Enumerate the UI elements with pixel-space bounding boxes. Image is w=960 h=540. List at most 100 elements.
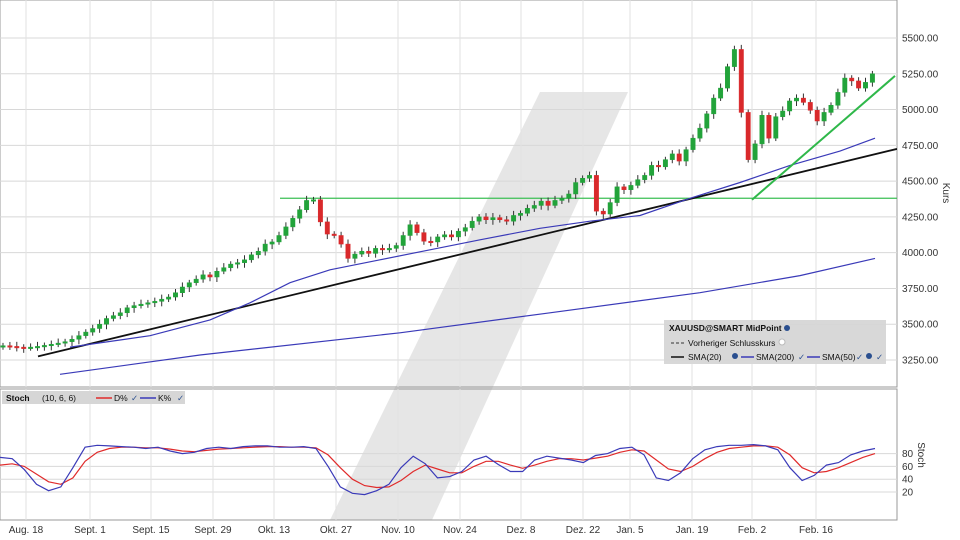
candle bbox=[455, 228, 461, 242]
candle-body-up bbox=[228, 263, 234, 268]
candle-body-up bbox=[662, 159, 668, 168]
candle bbox=[221, 263, 227, 275]
main-y-axis-label: Kurs bbox=[940, 183, 951, 204]
x-tick-label: Sept. 29 bbox=[194, 525, 232, 536]
legend: XAUUSD@SMART MidPoint Vorheriger Schluss… bbox=[664, 320, 886, 364]
candle bbox=[856, 77, 862, 91]
legend-sma20-icon[interactable] bbox=[732, 353, 738, 359]
legend-prev-close-icon[interactable] bbox=[778, 338, 786, 346]
candle bbox=[442, 231, 448, 240]
candle bbox=[635, 175, 641, 189]
candle bbox=[842, 73, 848, 97]
candle-body-up bbox=[524, 208, 530, 214]
candle bbox=[152, 297, 158, 308]
candle bbox=[400, 231, 406, 250]
candle bbox=[76, 331, 82, 345]
candle bbox=[124, 304, 130, 318]
candle-body-up bbox=[442, 234, 448, 238]
candle-body-down bbox=[849, 77, 855, 82]
legend-sma50-globe-icon[interactable] bbox=[866, 353, 872, 359]
main-y-tick-label: 4750.00 bbox=[902, 141, 939, 152]
candle-body-up bbox=[752, 143, 758, 160]
x-tick-label: Dez. 22 bbox=[566, 525, 601, 536]
candle-body-up bbox=[455, 230, 461, 238]
stoch-legend-name: Stoch bbox=[6, 393, 30, 403]
candle-body-up bbox=[580, 177, 586, 183]
candle-body-up bbox=[276, 235, 282, 243]
candle bbox=[69, 335, 75, 346]
x-tick-label: Sept. 15 bbox=[132, 525, 170, 536]
main-y-tick-label: 3250.00 bbox=[902, 356, 939, 367]
x-tick-label: Nov. 24 bbox=[443, 525, 477, 536]
candle-body-down bbox=[380, 248, 385, 251]
stoch-k-line bbox=[0, 443, 876, 496]
candle bbox=[166, 294, 172, 303]
candle-body-down bbox=[21, 346, 27, 349]
legend-prev-close: Vorheriger Schlusskurs bbox=[688, 338, 775, 348]
legend-sma200: SMA(200) bbox=[756, 352, 794, 362]
candle-body-down bbox=[331, 233, 337, 236]
candle-body-up bbox=[731, 49, 737, 67]
candle-body-up bbox=[117, 312, 123, 316]
x-tick-label: Dez. 8 bbox=[507, 525, 536, 536]
legend-sma50-check2-icon[interactable]: ✓ bbox=[876, 352, 883, 362]
candle-body-up bbox=[221, 267, 227, 272]
candle bbox=[731, 45, 737, 71]
candle-body-up bbox=[476, 216, 482, 222]
candle-body-up bbox=[352, 253, 358, 259]
candle bbox=[97, 319, 103, 333]
stoch-legend-background bbox=[2, 391, 185, 404]
uptrend-line bbox=[751, 75, 896, 201]
legend-sma200-check-icon[interactable]: ✓ bbox=[798, 352, 805, 362]
candle-body-up bbox=[863, 82, 868, 89]
candle bbox=[725, 63, 730, 92]
candle-body-up bbox=[359, 250, 365, 255]
candle-body-down bbox=[600, 210, 606, 215]
stoch-y-tick-label: 20 bbox=[902, 488, 914, 499]
candle bbox=[428, 236, 434, 247]
stoch-legend-k-check-icon[interactable]: ✓ bbox=[177, 393, 184, 403]
stoch-legend-d-check-icon[interactable]: ✓ bbox=[131, 393, 138, 403]
candle-body-up bbox=[393, 245, 399, 249]
candle bbox=[186, 279, 192, 293]
candle bbox=[449, 230, 454, 241]
candle-body-down bbox=[766, 115, 772, 139]
candle-body-up bbox=[469, 220, 475, 228]
candle bbox=[545, 197, 551, 211]
candle-body-down bbox=[814, 110, 820, 122]
legend-instrument-globe-icon[interactable] bbox=[784, 325, 790, 331]
candle bbox=[869, 70, 875, 87]
legend-instrument: XAUUSD@SMART MidPoint bbox=[669, 323, 782, 333]
candle bbox=[269, 239, 275, 250]
candle-body-up bbox=[718, 87, 724, 99]
candle-body-down bbox=[856, 80, 862, 89]
candle bbox=[345, 239, 351, 263]
candle bbox=[621, 183, 627, 194]
candle-body-down bbox=[656, 165, 661, 168]
candle-body-up bbox=[110, 315, 116, 319]
candle-body-up bbox=[642, 175, 648, 180]
x-tick-label: Aug. 18 bbox=[9, 525, 44, 536]
candle bbox=[352, 251, 358, 264]
candle-body-down bbox=[14, 346, 20, 349]
candle bbox=[173, 289, 178, 301]
main-y-tick-label: 4000.00 bbox=[902, 248, 939, 259]
candle bbox=[600, 208, 606, 220]
x-tick-label: Okt. 13 bbox=[258, 525, 291, 536]
candle-body-up bbox=[166, 296, 172, 300]
candle-body-up bbox=[186, 282, 192, 288]
candle-body-up bbox=[311, 199, 316, 202]
candle-body-up bbox=[835, 92, 841, 106]
x-axis: Aug. 18 Sept. 1 Sept. 15 Sept. 29 Okt. 13 Okt… bbox=[9, 525, 834, 536]
candle-body-up bbox=[683, 149, 689, 162]
candle-body-up bbox=[248, 254, 254, 261]
legend-sma50-check-icon[interactable]: ✓ bbox=[856, 352, 863, 362]
candle-body-up bbox=[711, 97, 717, 115]
candle bbox=[331, 231, 337, 239]
candle-body-up bbox=[559, 198, 565, 201]
main-y-tick-label: 3500.00 bbox=[902, 320, 939, 331]
candle-body-up bbox=[262, 243, 268, 252]
stoch-grid bbox=[0, 389, 897, 520]
candle-body-up bbox=[76, 335, 82, 340]
candle bbox=[262, 239, 268, 256]
